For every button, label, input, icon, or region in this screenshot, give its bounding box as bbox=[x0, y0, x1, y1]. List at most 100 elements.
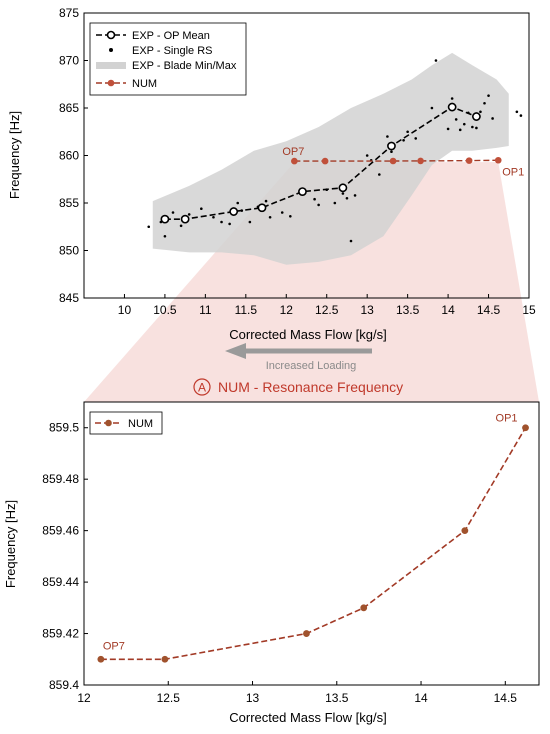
top-x-axis-label: Corrected Mass Flow [kg/s] bbox=[229, 327, 387, 342]
bottom-y-axis-label: Frequency [Hz] bbox=[3, 500, 18, 588]
top-num-markers bbox=[291, 156, 502, 165]
single-rs-point bbox=[345, 196, 349, 200]
top-chart: OP7 OP1 10 10.5 11 11.5 12 12.5 13 13.5 14 14.5 15… bbox=[7, 6, 536, 342]
top-x-tick-label: 15 bbox=[522, 303, 536, 317]
op-mean-marker bbox=[338, 183, 348, 193]
bottom-num-marker bbox=[303, 630, 310, 637]
single-rs-point bbox=[264, 199, 268, 203]
bottom-y-tick-label: 859.44 bbox=[42, 575, 79, 589]
op-mean-marker bbox=[257, 203, 267, 213]
single-rs-point bbox=[434, 59, 438, 62]
bottom-legend-num-label: NUM bbox=[128, 418, 153, 430]
single-rs-point bbox=[378, 173, 381, 176]
single-rs-point bbox=[248, 220, 252, 224]
single-rs-point bbox=[402, 139, 405, 142]
zoom-band bbox=[84, 162, 539, 402]
op-mean-marker bbox=[180, 214, 190, 224]
top-op1-label: OP1 bbox=[502, 166, 524, 178]
loading-arrow-label: Increased Loading bbox=[266, 360, 357, 372]
op-mean-marker bbox=[160, 214, 170, 224]
top-y-axis-label: Frequency [Hz] bbox=[7, 111, 22, 199]
bottom-y-tick-label: 859.46 bbox=[42, 524, 79, 538]
op-mean-marker bbox=[387, 141, 396, 151]
bottom-num-marker bbox=[97, 655, 105, 663]
top-num-marker bbox=[465, 157, 473, 164]
bottom-x-tick-label: 13.5 bbox=[325, 691, 349, 705]
top-x-tick-label: 12.5 bbox=[315, 303, 339, 317]
single-rs-point bbox=[446, 127, 450, 131]
single-rs-point bbox=[406, 130, 409, 134]
single-rs-point bbox=[163, 234, 167, 238]
single-rs-point bbox=[147, 225, 151, 229]
top-x-tick-label: 13 bbox=[361, 303, 375, 317]
top-y-ticks: 845 850 855 860 865 870 875 bbox=[59, 6, 88, 305]
top-num-marker bbox=[417, 157, 424, 165]
top-num-line bbox=[294, 159, 499, 162]
single-rs-point bbox=[200, 207, 203, 210]
single-rs-point bbox=[515, 110, 519, 114]
bottom-x-tick-label: 12 bbox=[77, 691, 91, 705]
top-y-tick-label: 875 bbox=[59, 6, 79, 20]
single-rs-point bbox=[280, 211, 284, 214]
top-x-ticks: 10 10.5 11 11.5 12 12.5 13 13.5 14 14.5 15 bbox=[118, 294, 536, 317]
bottom-x-tick-label: 14.5 bbox=[494, 691, 518, 705]
legend-single-rs-marker bbox=[109, 48, 113, 52]
bottom-legend: NUM bbox=[89, 411, 163, 435]
single-rs-point bbox=[179, 224, 183, 228]
op-mean-marker bbox=[447, 102, 457, 112]
op-mean-markers bbox=[160, 102, 481, 224]
op-mean-marker bbox=[298, 187, 307, 196]
single-rs-point bbox=[462, 122, 466, 126]
top-y-tick-label: 865 bbox=[59, 101, 79, 115]
single-rs-point bbox=[479, 110, 482, 114]
single-rs-point bbox=[268, 215, 272, 219]
increased-loading-indicator: Increased Loading bbox=[225, 343, 372, 372]
bottom-legend-box bbox=[89, 411, 163, 435]
top-x-tick-label: 11.5 bbox=[235, 303, 258, 317]
top-y-tick-label: 845 bbox=[59, 291, 79, 305]
single-rs-point bbox=[454, 118, 458, 121]
resonance-badge-circle bbox=[193, 378, 211, 396]
single-rs-point bbox=[414, 137, 418, 140]
bottom-x-tick-label: 13 bbox=[246, 691, 260, 705]
bottom-x-ticks: 12 12.5 13 13.5 14 14.5 bbox=[77, 681, 517, 705]
top-num-marker bbox=[321, 157, 329, 165]
bottom-y-tick-label: 859.42 bbox=[42, 627, 79, 641]
legend-minmax-swatch bbox=[96, 62, 126, 69]
single-rs-point bbox=[430, 106, 434, 110]
single-rs-point bbox=[289, 215, 292, 218]
top-x-tick-label: 14 bbox=[441, 303, 455, 317]
single-rs-point bbox=[519, 114, 523, 117]
bottom-num-marker bbox=[461, 527, 469, 535]
bottom-x-axis-label: Corrected Mass Flow [kg/s] bbox=[229, 710, 387, 725]
bottom-y-ticks: 859.4 859.42 859.44 859.46 859.48 859.5 bbox=[42, 421, 88, 692]
legend-single-rs-label: EXP - Single RS bbox=[132, 45, 213, 57]
top-num-marker bbox=[291, 157, 298, 165]
resonance-title-text: NUM - Resonance Frequency bbox=[218, 379, 403, 395]
single-rs-point bbox=[483, 101, 486, 105]
top-x-tick-label: 12 bbox=[280, 303, 294, 317]
top-x-tick-label: 11 bbox=[199, 303, 212, 317]
single-rs-point bbox=[471, 125, 474, 129]
bottom-plot-background bbox=[84, 402, 539, 685]
top-y-tick-label: 870 bbox=[59, 54, 79, 68]
top-x-tick-label: 10.5 bbox=[153, 303, 177, 317]
single-rs-point bbox=[386, 135, 389, 138]
single-rs-point bbox=[390, 150, 393, 153]
bottom-num-marker bbox=[360, 604, 368, 612]
legend-minmax-label: EXP - Blade Min/Max bbox=[132, 60, 237, 72]
top-x-tick-label: 14.5 bbox=[477, 303, 501, 317]
top-x-tick-label: 13.5 bbox=[396, 303, 420, 317]
top-y-tick-label: 860 bbox=[59, 149, 79, 163]
single-rs-point bbox=[458, 128, 462, 132]
top-num-marker bbox=[389, 157, 397, 165]
bottom-num-marker bbox=[522, 424, 529, 432]
op-mean-line bbox=[164, 106, 477, 220]
bottom-num-markers bbox=[97, 424, 529, 663]
top-legend: EXP - OP Mean EXP - Single RS EXP - Blad… bbox=[89, 22, 247, 96]
single-rs-point bbox=[349, 239, 353, 243]
single-rs-point bbox=[236, 201, 240, 205]
single-rs-point bbox=[171, 211, 175, 214]
single-rs-point bbox=[491, 117, 494, 120]
